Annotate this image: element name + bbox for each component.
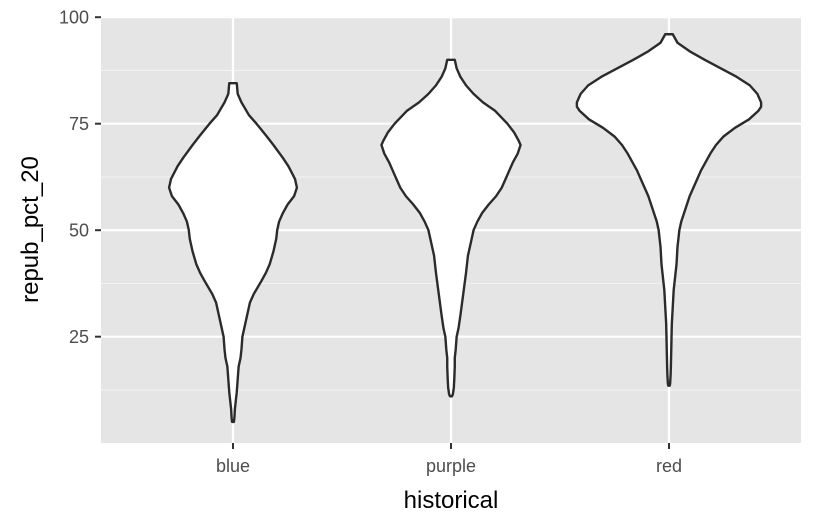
violin-blue bbox=[167, 82, 299, 424]
y-tick-label-75: 75 bbox=[69, 114, 89, 134]
y-tick-label-25: 25 bbox=[69, 327, 89, 347]
violins bbox=[167, 33, 763, 424]
x-tick-label-red: red bbox=[656, 456, 682, 476]
x-tick-label-purple: purple bbox=[426, 456, 476, 476]
y-axis-title: repub_pct_20 bbox=[17, 156, 44, 303]
axes: 25 50 75 100 blue purple red bbox=[59, 8, 682, 476]
x-tick-label-blue: blue bbox=[216, 456, 250, 476]
violin-red bbox=[575, 33, 763, 387]
violin-purple bbox=[380, 58, 522, 398]
y-tick-label-50: 50 bbox=[69, 221, 89, 241]
y-tick-label-100: 100 bbox=[59, 8, 89, 28]
x-axis-title: historical bbox=[404, 487, 499, 514]
